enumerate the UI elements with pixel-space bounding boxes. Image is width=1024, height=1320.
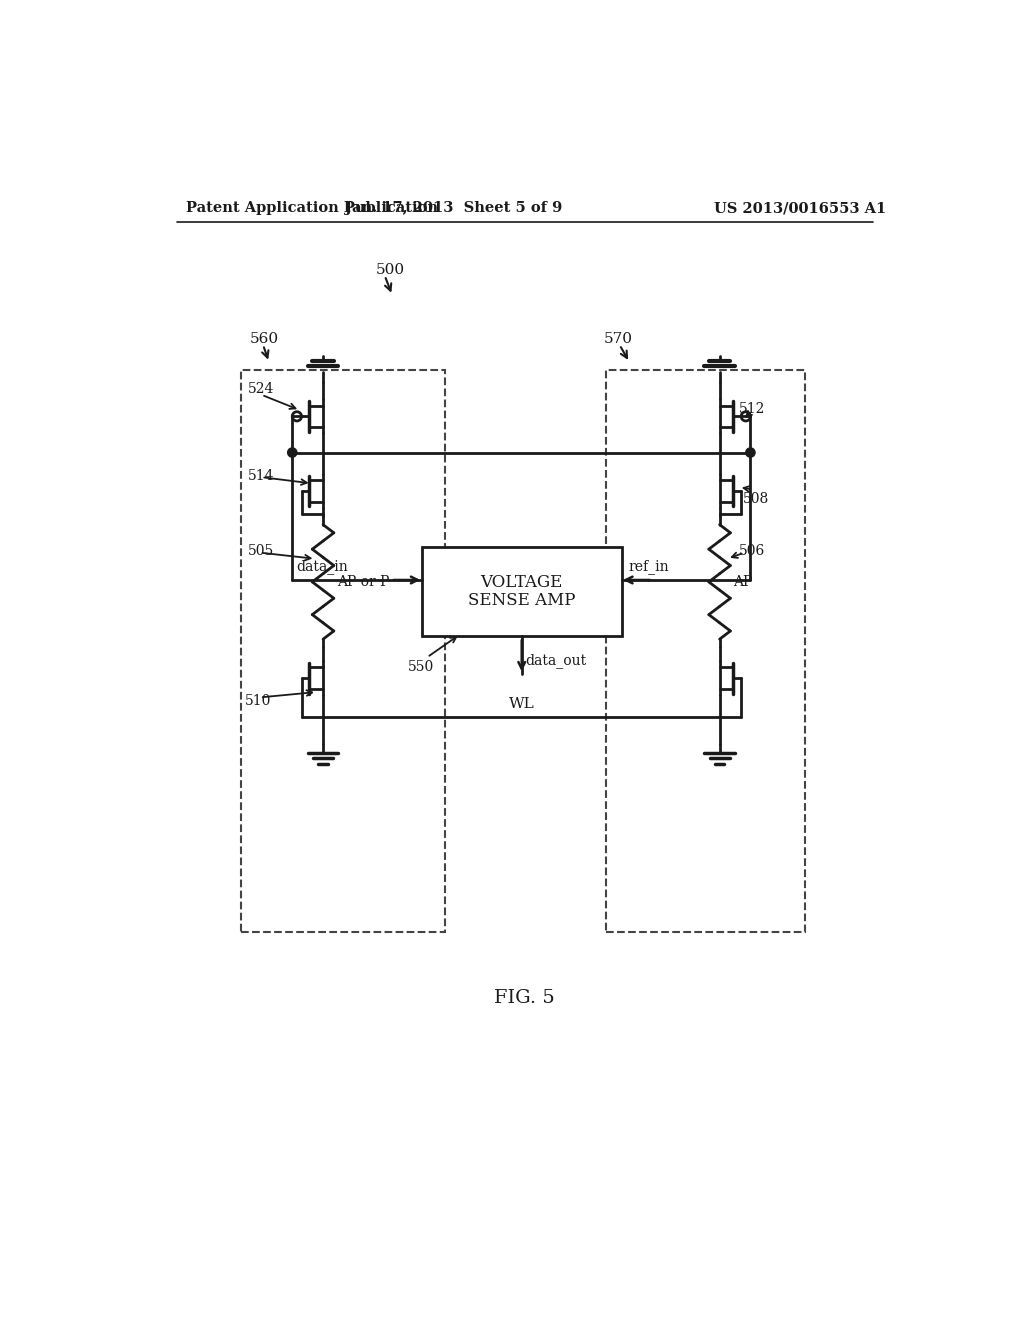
Text: VOLTAGE: VOLTAGE	[480, 574, 563, 591]
Text: 500: 500	[376, 263, 404, 277]
Text: US 2013/0016553 A1: US 2013/0016553 A1	[715, 202, 887, 215]
Text: data_out: data_out	[525, 653, 587, 668]
Text: 512: 512	[739, 401, 765, 416]
Text: 550: 550	[408, 660, 434, 673]
Text: AP or P: AP or P	[337, 576, 389, 589]
Text: 508: 508	[742, 492, 769, 506]
Bar	[241, 370, 444, 932]
Text: FIG. 5: FIG. 5	[495, 989, 555, 1007]
Circle shape	[288, 447, 297, 457]
Bar	[606, 370, 805, 932]
Text: 524: 524	[248, 383, 274, 396]
Text: 505: 505	[248, 544, 273, 558]
Text: 510: 510	[245, 694, 271, 709]
Text: 506: 506	[739, 544, 765, 558]
Text: ref_in: ref_in	[628, 558, 669, 574]
Text: 560: 560	[250, 333, 279, 346]
Bar	[422, 548, 622, 636]
Text: Jan. 17, 2013  Sheet 5 of 9: Jan. 17, 2013 Sheet 5 of 9	[345, 202, 562, 215]
Text: 570: 570	[603, 333, 633, 346]
Text: SENSE AMP: SENSE AMP	[468, 593, 575, 610]
Text: WL: WL	[509, 697, 535, 711]
Text: data_in: data_in	[296, 558, 348, 574]
Text: AP: AP	[733, 576, 753, 589]
Text: Patent Application Publication: Patent Application Publication	[186, 202, 438, 215]
Text: 514: 514	[248, 469, 274, 483]
Circle shape	[745, 447, 755, 457]
